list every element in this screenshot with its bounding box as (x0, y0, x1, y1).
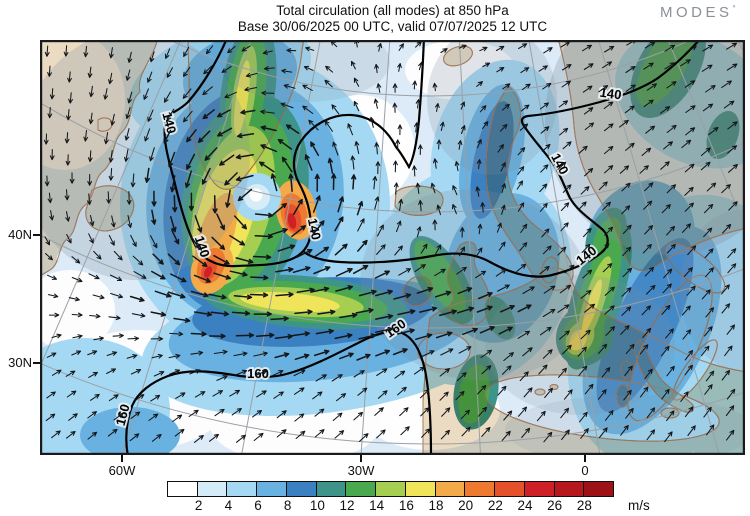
lon-tick-label: 0 (581, 463, 589, 478)
contour-160 (125, 330, 433, 455)
logo-mark: ° (732, 4, 736, 13)
colorbar-tick-label: 8 (283, 498, 292, 513)
coastlines (40, 40, 745, 455)
lon-tick (121, 455, 123, 462)
lon-tick-label: 30W (347, 463, 375, 478)
colorbar-cell (553, 482, 584, 496)
lat-tick-label: 30N (8, 355, 32, 370)
colorbar-tick-label: 6 (254, 498, 262, 513)
colorbar-cell (523, 482, 554, 496)
colorbar-cell (315, 482, 346, 496)
colorbar-cell (583, 482, 614, 496)
colorbar-tick-label: 12 (339, 498, 355, 513)
colorbar-cell (345, 482, 376, 496)
contour-label: 160 (247, 366, 269, 381)
colorbar-tick-label: 2 (194, 498, 203, 513)
lat-tick-label: 40N (8, 227, 32, 242)
colorbar-tick-label: 16 (398, 498, 414, 513)
colorbar-tick-label: 24 (517, 498, 533, 513)
colorbar-tick-label: 26 (547, 498, 563, 513)
colorbar-tick-label: 28 (576, 498, 592, 513)
colorbar-cell (226, 482, 257, 496)
circulation-contours (125, 40, 701, 455)
colorbar-tick-label: 20 (458, 498, 474, 513)
lat-tick (33, 234, 40, 236)
chart-title: Total circulation (all modes) at 850 hPa (276, 3, 509, 18)
colorbar-cell (196, 482, 227, 496)
colorbar-cell (494, 482, 524, 496)
lat-tick (33, 362, 40, 364)
colorbar (167, 481, 614, 497)
colorbar-cell (285, 482, 316, 496)
colorbar-cell (404, 482, 435, 496)
colorbar-cell (256, 482, 286, 496)
lon-tick-label: 60W (108, 463, 136, 478)
colorbar-tick-label: 10 (309, 498, 325, 513)
colorbar-cell (375, 482, 405, 496)
map-frame (40, 40, 745, 455)
chart-subtitle: Base 30/06/2025 00 UTC, valid 07/07/2025… (237, 19, 548, 34)
contour-label: 140 (599, 85, 623, 103)
colorbar-tick-label: 22 (487, 498, 503, 513)
colorbar-unit: m/s (628, 498, 650, 513)
map-panel: 140 140 140 140 140 140 160 160 160 (40, 40, 745, 455)
lon-tick (360, 455, 362, 462)
colorbar-cell (434, 482, 465, 496)
contour-140-east (303, 40, 701, 278)
modes-logo: MODES° (660, 4, 736, 21)
colorbar-cell (464, 482, 495, 496)
colorbar-cell (168, 482, 197, 496)
colorbar-tick-label: 4 (224, 498, 233, 513)
lon-tick (584, 455, 586, 462)
contour-140-west (163, 40, 425, 268)
colorbar-tick-label: 18 (428, 498, 444, 513)
wind-vectors (43, 40, 738, 443)
colorbar-tick-label: 14 (369, 498, 385, 513)
